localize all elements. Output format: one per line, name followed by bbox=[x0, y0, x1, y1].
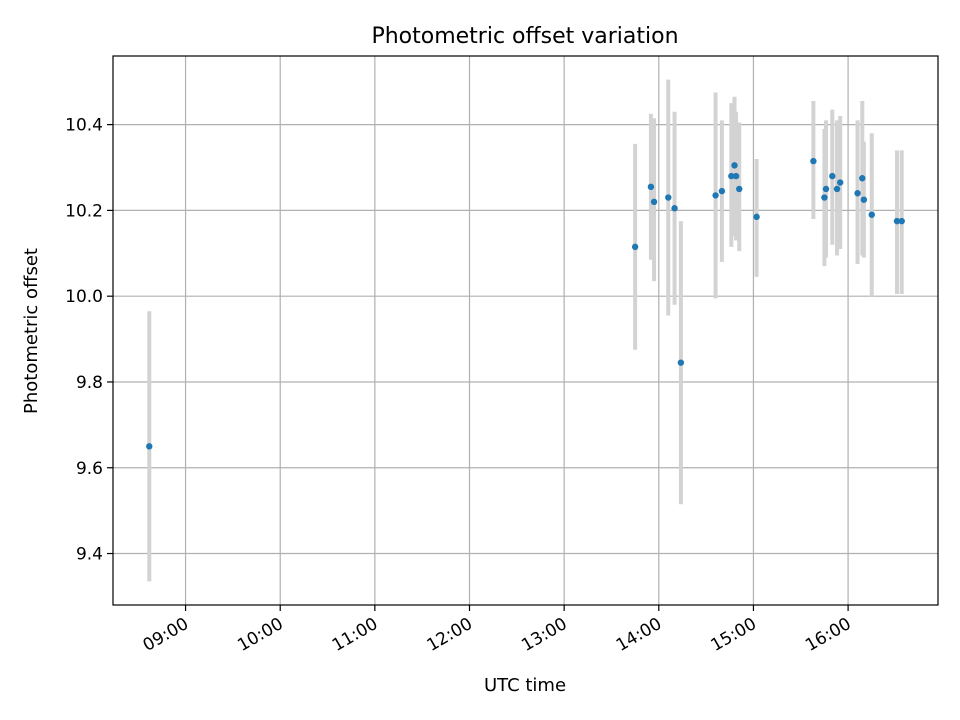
x-tick-label: 09:00 bbox=[140, 614, 192, 656]
data-point bbox=[736, 185, 743, 193]
data-point bbox=[810, 157, 817, 165]
x-axis-label: UTC time bbox=[484, 675, 566, 696]
data-point bbox=[753, 213, 760, 221]
data-point bbox=[833, 185, 841, 193]
data-point bbox=[728, 172, 735, 180]
data-point bbox=[718, 187, 726, 195]
y-tick-label: 10.4 bbox=[65, 116, 103, 136]
data-point bbox=[829, 172, 836, 180]
y-axis-ticks: 9.4 9.6 9.8 10.0 10.2 10.4 bbox=[65, 116, 113, 565]
data-point bbox=[860, 196, 868, 203]
data-point bbox=[898, 217, 905, 225]
error-bars bbox=[147, 79, 904, 582]
data-points bbox=[146, 157, 905, 450]
plot-area-frame bbox=[112, 55, 939, 606]
y-tick-label: 10.2 bbox=[65, 201, 103, 221]
x-tick-label: 10:00 bbox=[234, 614, 286, 656]
data-point bbox=[821, 194, 828, 201]
x-axis-ticks: 09:00 10:00 11:00 12:00 13:00 14:00 15:00 16:00 bbox=[140, 605, 855, 656]
x-tick-label: 15:00 bbox=[708, 614, 760, 656]
x-tick-label: 13:00 bbox=[518, 614, 570, 656]
data-point bbox=[677, 359, 685, 366]
data-point bbox=[671, 205, 678, 212]
data-point bbox=[665, 194, 672, 201]
y-tick-label: 9.6 bbox=[76, 459, 103, 479]
data-point bbox=[631, 243, 639, 251]
data-point bbox=[146, 443, 153, 450]
data-point bbox=[859, 175, 866, 182]
x-tick-label: 11:00 bbox=[329, 614, 381, 656]
data-point bbox=[893, 217, 901, 225]
data-point bbox=[822, 185, 830, 193]
data-point bbox=[712, 192, 719, 199]
y-tick-label: 9.8 bbox=[76, 373, 103, 393]
y-axis-label: Photometric offset bbox=[21, 248, 42, 414]
x-tick-label: 16:00 bbox=[802, 614, 854, 656]
data-point bbox=[650, 198, 658, 206]
data-point bbox=[836, 179, 844, 186]
y-tick-label: 9.4 bbox=[76, 545, 103, 565]
grid bbox=[113, 56, 938, 605]
chart-title: Photometric offset variation bbox=[371, 24, 678, 49]
y-tick-label: 10.0 bbox=[65, 287, 103, 307]
data-point bbox=[647, 183, 655, 191]
x-tick-label: 14:00 bbox=[613, 614, 665, 656]
data-point bbox=[854, 190, 861, 197]
data-point bbox=[868, 211, 875, 218]
x-tick-label: 12:00 bbox=[424, 614, 476, 656]
data-point bbox=[732, 172, 740, 180]
data-point bbox=[731, 162, 738, 169]
